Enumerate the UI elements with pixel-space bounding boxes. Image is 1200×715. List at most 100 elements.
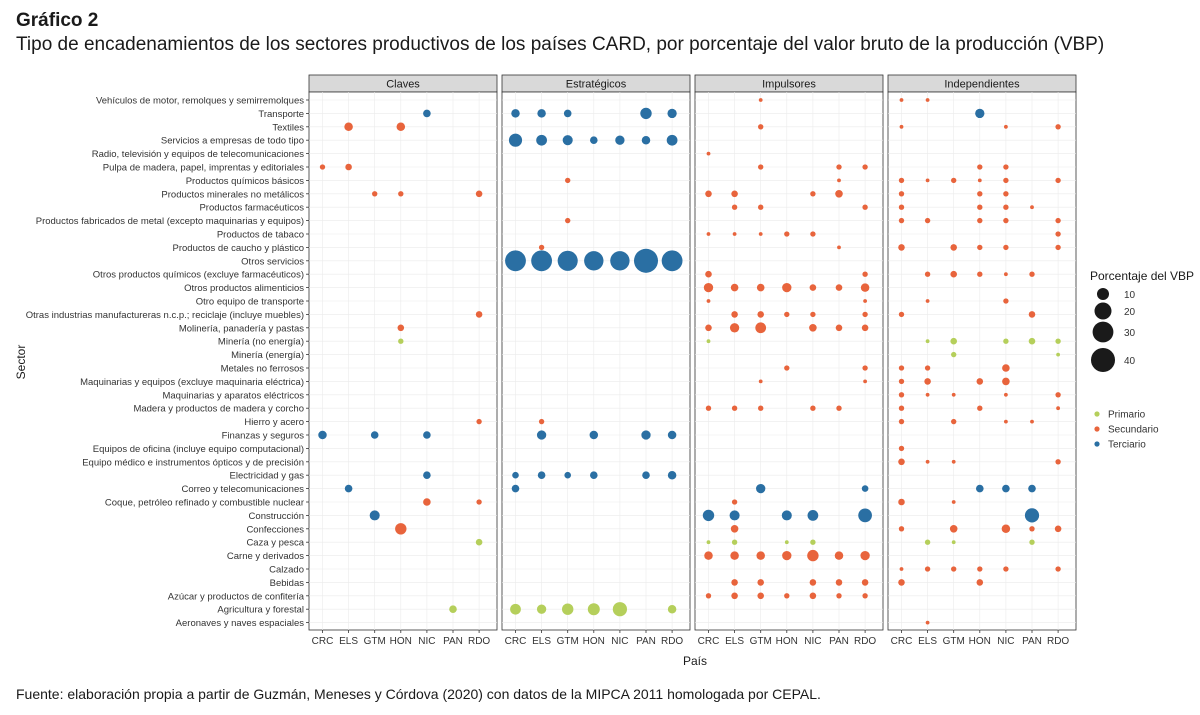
data-point [1056,406,1060,411]
y-tick-label: Confecciones [246,524,304,535]
data-point [862,311,868,318]
y-tick-label: Hierro y acero [244,417,304,428]
data-point [565,177,571,184]
x-tick-label: NIC [804,636,821,647]
data-point [729,510,740,521]
data-point [758,204,764,210]
data-point [809,284,817,291]
y-tick-label: Pulpa de madera, papel, imprentas y edit… [103,163,304,174]
data-point [702,509,715,522]
data-point [731,539,738,545]
data-point [731,499,738,505]
data-point [729,323,740,333]
data-point [511,484,520,493]
data-point [1056,352,1060,357]
y-tick-label: Minería (energía) [231,350,304,361]
y-tick-label: Productos minerales no metálicos [161,189,304,200]
data-point [590,471,598,480]
y-tick-label: Electricidad y gas [230,471,305,482]
data-point [925,392,930,397]
x-tick-label: ELS [918,636,937,647]
color-legend-label: Secundario [1108,425,1159,436]
data-point [809,579,817,586]
data-point [807,510,819,521]
data-point [836,164,842,170]
data-point [977,566,983,572]
x-tick-label: RDO [468,636,490,647]
data-point [705,270,712,278]
y-tick-label: Agricultura y forestal [217,605,304,616]
data-point [898,405,905,411]
data-point [858,508,872,523]
data-point [835,284,843,291]
data-point [615,135,625,145]
color-legend-key [1094,411,1100,417]
panel-frame [501,91,691,631]
x-tick-label: HON [390,636,412,647]
data-point [835,324,843,332]
data-point [835,579,843,586]
data-point [1002,364,1010,372]
data-point [730,283,739,292]
y-tick-label: Maquinarias y aparatos eléctricos [162,390,304,401]
data-point [863,299,867,303]
data-point [809,592,817,600]
data-point [398,338,404,344]
x-tick-label: NIC [997,636,1014,647]
data-point [862,593,868,599]
data-point [784,231,790,237]
data-point [756,483,766,494]
data-point [976,484,984,493]
data-point [564,471,571,479]
x-tick-label: PAN [1022,636,1042,647]
data-point [476,418,482,425]
data-point [633,248,659,273]
y-tick-label: Servicios a empresas de todo tipo [161,136,304,147]
data-point [731,592,738,600]
data-point [1055,124,1061,130]
data-point [837,178,841,183]
figure-source: Fuente: elaboración propia a partir de G… [16,686,821,702]
y-tick-label: Productos farmacéuticos [199,203,304,214]
data-point [642,471,650,480]
panel-strip-label: Independientes [944,79,1020,91]
y-tick-label: Otro equipo de transporte [196,297,304,308]
data-point [925,620,930,625]
data-point [705,190,712,198]
data-point [924,539,931,545]
data-point [706,540,711,545]
data-point [661,250,683,272]
data-point [1030,205,1034,210]
y-tick-label: Coque, petróleo refinado y combustible n… [105,498,304,509]
data-point [898,311,905,318]
data-point [950,270,957,278]
y-tick-label: Equipos de oficina (incluye equipo compu… [93,444,304,455]
data-point [1004,272,1008,277]
data-point [758,98,763,102]
y-tick-label: Carne y derivados [227,551,304,562]
size-legend-key [1094,302,1112,320]
data-point [810,311,816,318]
data-point [1003,177,1009,184]
data-point [397,324,405,332]
data-point [975,108,985,119]
x-tick-label: CRC [891,636,913,647]
data-point [706,232,711,236]
y-tick-label: Correo y telecomunicaciones [181,484,304,495]
data-point [810,191,816,197]
y-tick-label: Aeronaves y naves espaciales [176,618,305,629]
panel-frame [694,91,884,631]
data-point [667,108,677,119]
data-point [1003,244,1009,251]
data-point [706,299,711,303]
data-point [584,251,604,271]
y-tick-label: Productos químicos básicos [186,176,305,187]
data-point [1024,508,1040,523]
data-point [1054,525,1062,533]
x-tick-label: GTM [750,636,772,647]
data-point [667,604,677,614]
data-point [705,405,712,411]
data-point [837,245,841,250]
data-point [1030,419,1034,424]
data-point [977,217,983,224]
